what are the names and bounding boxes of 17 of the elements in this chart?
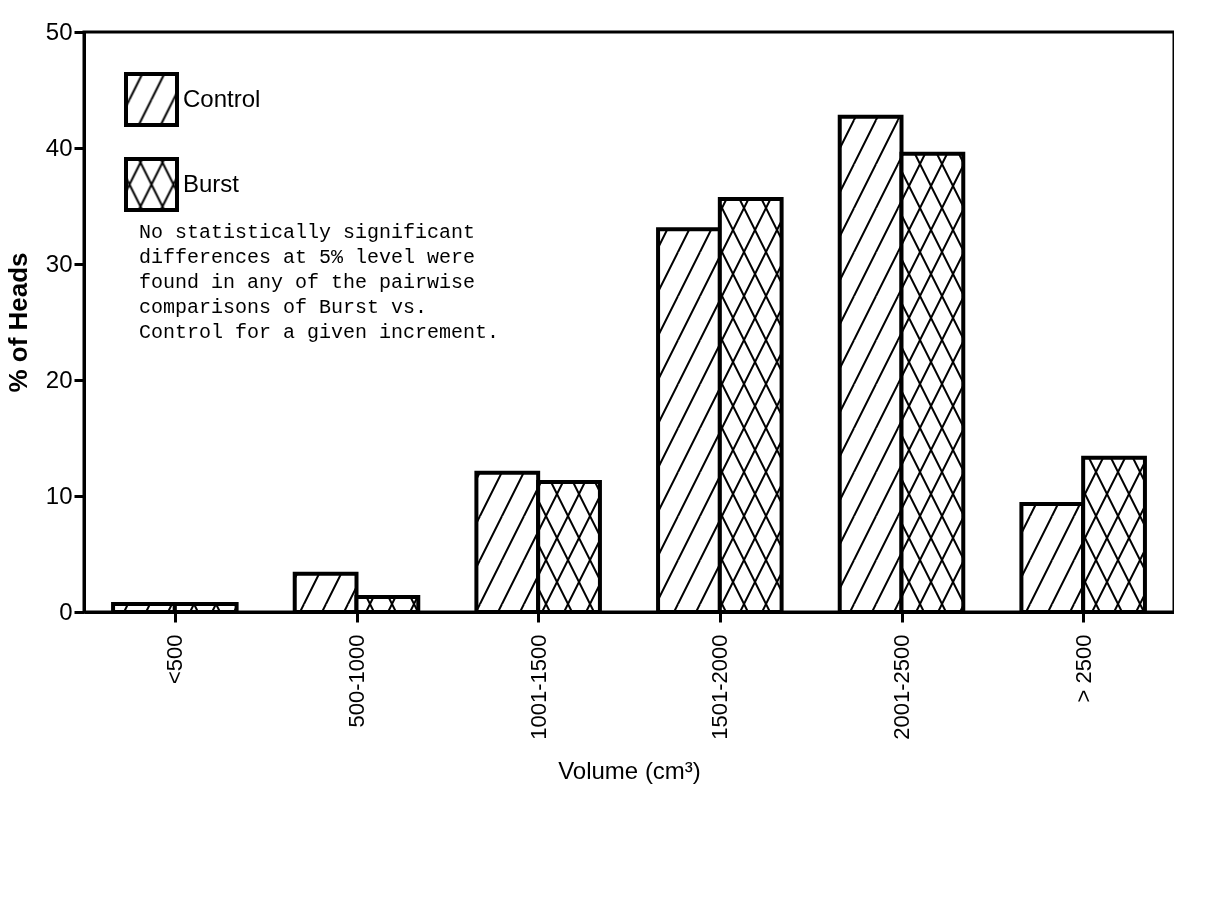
x-tick-label: 500-1000	[344, 634, 369, 728]
x-tick-label: > 2500	[1070, 634, 1096, 703]
annotation: No statistically significant differences at 5% level were found in any of the pairwise comparisons of Burst vs. Control for a given increment.	[139, 221, 500, 344]
y-axis-title: % of Heads	[2, 252, 33, 393]
x-tick-label: <500	[162, 634, 188, 685]
y-tick-label: 30	[45, 249, 73, 277]
x-tick-label: 1501-2000	[707, 634, 733, 740]
y-tick-label: 20	[45, 365, 73, 393]
y-tick-label: 40	[45, 133, 73, 161]
x-axis-title: Volume (cm³)	[558, 756, 701, 784]
y-tick-label: 10	[45, 481, 73, 509]
y-tick-label: 0	[59, 597, 73, 625]
legend-label: Control	[183, 84, 261, 112]
x-tick-label: 2001-2500	[889, 634, 914, 740]
legend-label: Burst	[183, 169, 240, 197]
x-tick-label: 1001-1500	[525, 634, 551, 740]
y-tick-label: 50	[45, 17, 73, 45]
